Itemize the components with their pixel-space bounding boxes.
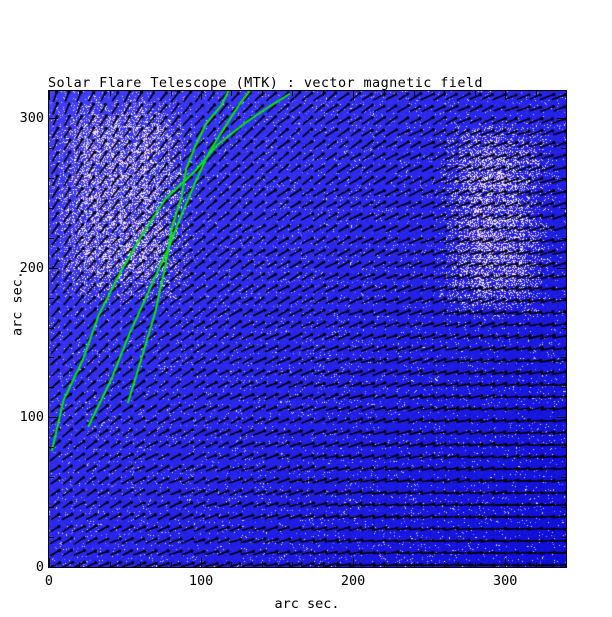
x-minor-tick-top xyxy=(444,91,445,96)
x-minor-tick xyxy=(566,562,567,567)
y-tick-label: 0 xyxy=(35,559,44,575)
x-minor-tick xyxy=(414,562,415,567)
y-minor-tick-right xyxy=(561,298,566,299)
x-minor-tick xyxy=(536,562,537,567)
x-major-tick-top xyxy=(353,91,354,100)
y-major-tick xyxy=(49,268,58,269)
x-major-tick-top xyxy=(505,91,506,100)
y-axis-label-wrapper: arc sec. xyxy=(7,234,26,374)
y-minor-tick xyxy=(49,447,54,448)
x-major-tick-top xyxy=(49,91,50,100)
y-minor-tick xyxy=(49,238,54,239)
magnetogram-canvas xyxy=(49,91,566,567)
x-minor-tick xyxy=(231,562,232,567)
x-minor-tick xyxy=(292,562,293,567)
x-major-tick xyxy=(505,558,506,567)
y-major-tick-right xyxy=(557,567,566,568)
y-minor-tick xyxy=(49,328,54,329)
x-minor-tick-top xyxy=(292,91,293,96)
y-minor-tick xyxy=(49,537,54,538)
y-minor-tick-right xyxy=(561,507,566,508)
x-minor-tick xyxy=(444,562,445,567)
y-minor-tick xyxy=(49,178,54,179)
x-minor-tick-top xyxy=(323,91,324,96)
y-axis-label: arc sec. xyxy=(9,270,26,337)
x-minor-tick xyxy=(140,562,141,567)
x-minor-tick-top xyxy=(536,91,537,96)
x-major-tick xyxy=(49,558,50,567)
y-major-tick xyxy=(49,118,58,119)
y-major-tick-right xyxy=(557,118,566,119)
y-minor-tick xyxy=(49,387,54,388)
x-minor-tick xyxy=(323,562,324,567)
y-minor-tick xyxy=(49,298,54,299)
x-minor-tick-top xyxy=(262,91,263,96)
x-minor-tick-top xyxy=(171,91,172,96)
chart-title-line-1: Solar Flare Telescope (MTK) : vector mag… xyxy=(48,75,483,91)
y-minor-tick-right xyxy=(561,477,566,478)
y-tick-label: 100 xyxy=(19,409,44,426)
y-tick-label: 200 xyxy=(19,259,44,276)
x-tick-label: 200 xyxy=(340,573,366,589)
y-tick-label: 300 xyxy=(19,109,44,126)
x-tick-label: 300 xyxy=(492,573,518,589)
y-minor-tick xyxy=(49,148,54,149)
x-minor-tick xyxy=(79,562,80,567)
x-minor-tick xyxy=(384,562,385,567)
x-minor-tick-top xyxy=(140,91,141,96)
x-minor-tick-top xyxy=(79,91,80,96)
y-minor-tick-right xyxy=(561,328,566,329)
y-major-tick xyxy=(49,567,58,568)
y-major-tick xyxy=(49,417,58,418)
x-minor-tick-top xyxy=(110,91,111,96)
x-tick-label: 0 xyxy=(44,573,54,589)
x-minor-tick xyxy=(475,562,476,567)
x-minor-tick-top xyxy=(231,91,232,96)
x-minor-tick xyxy=(110,562,111,567)
y-minor-tick xyxy=(49,477,54,478)
y-minor-tick xyxy=(49,357,54,358)
y-major-tick-right xyxy=(557,268,566,269)
y-minor-tick-right xyxy=(561,148,566,149)
y-minor-tick-right xyxy=(561,447,566,448)
plot-area xyxy=(48,90,567,568)
x-axis-label: arc sec. xyxy=(274,596,340,612)
y-major-tick-right xyxy=(557,417,566,418)
x-minor-tick xyxy=(262,562,263,567)
x-minor-tick-top xyxy=(414,91,415,96)
y-minor-tick xyxy=(49,208,54,209)
y-minor-tick xyxy=(49,507,54,508)
x-major-tick-top xyxy=(201,91,202,100)
x-minor-tick xyxy=(171,562,172,567)
y-minor-tick-right xyxy=(561,178,566,179)
x-minor-tick-top xyxy=(475,91,476,96)
x-major-tick xyxy=(353,558,354,567)
y-minor-tick-right xyxy=(561,537,566,538)
y-minor-tick-right xyxy=(561,208,566,209)
x-minor-tick-top xyxy=(384,91,385,96)
y-minor-tick-right xyxy=(561,238,566,239)
y-minor-tick-right xyxy=(561,387,566,388)
y-minor-tick-right xyxy=(561,357,566,358)
x-major-tick xyxy=(201,558,202,567)
x-minor-tick-top xyxy=(566,91,567,96)
x-tick-label: 100 xyxy=(188,573,214,589)
